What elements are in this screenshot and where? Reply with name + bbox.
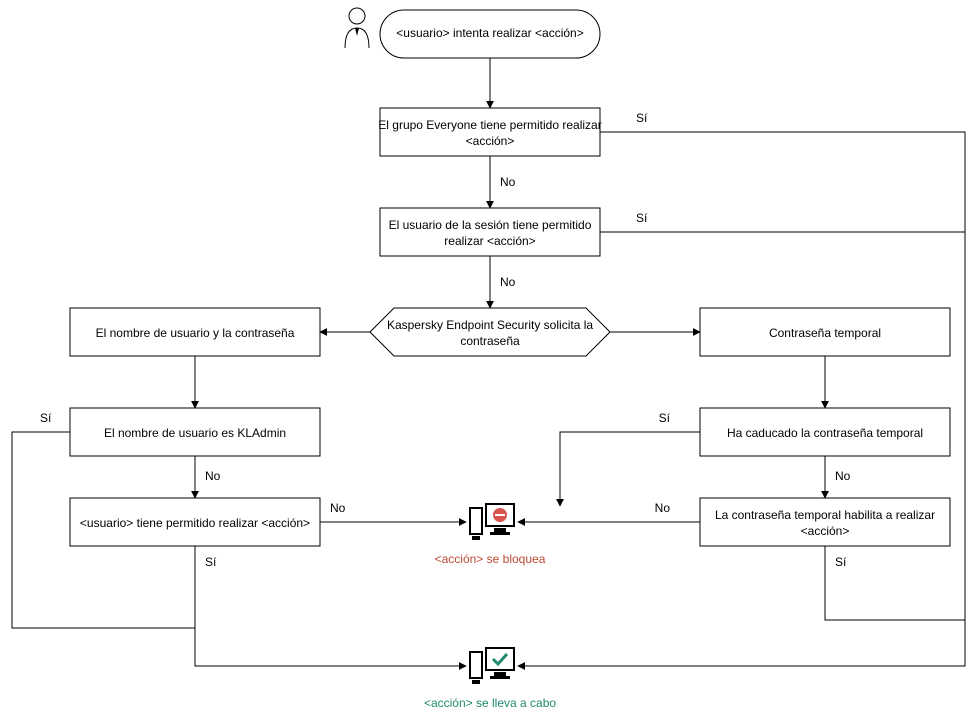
svg-text:<usuario> intenta realizar <ac: <usuario> intenta realizar <acción> <box>396 26 583 40</box>
node-everyone: El grupo Everyone tiene permitido realiz… <box>378 108 601 156</box>
svg-text:<usuario> tiene permitido real: <usuario> tiene permitido realizar <acci… <box>80 516 310 530</box>
node-hex: Kaspersky Endpoint Security solicita la … <box>370 308 610 356</box>
node-cred-left: El nombre de usuario y la contraseña <box>70 308 320 356</box>
node-session: El usuario de la sesión tiene permitido … <box>380 208 600 256</box>
label-tempallow-no: No <box>655 501 671 515</box>
svg-text:El grupo Everyone tiene permit: El grupo Everyone tiene permitido realiz… <box>378 118 601 132</box>
flowchart-svg: <usuario> intenta realizar <acción> El g… <box>0 0 974 726</box>
label-session-si: Sí <box>636 211 648 225</box>
label-expired-si: Sí <box>659 411 671 425</box>
node-kladmin: El nombre de usuario es KLAdmin <box>70 408 320 456</box>
svg-text:Kaspersky Endpoint Security so: Kaspersky Endpoint Security solicita la <box>387 318 593 332</box>
svg-text:<acción>: <acción> <box>466 134 515 148</box>
ok-caption: <acción> se lleva a cabo <box>424 696 556 710</box>
svg-text:La contraseña temporal habilit: La contraseña temporal habilita a realiz… <box>715 508 935 522</box>
svg-text:Contraseña temporal: Contraseña temporal <box>769 326 881 340</box>
ok-icon <box>470 648 514 684</box>
label-user-no: No <box>330 501 346 515</box>
svg-text:El usuario de la sesión tiene: El usuario de la sesión tiene permitido <box>389 218 592 232</box>
svg-text:contraseña: contraseña <box>460 334 520 348</box>
label-expired-no: No <box>835 469 851 483</box>
label-everyone-no: No <box>500 175 516 189</box>
label-tempallow-si: Sí <box>835 555 847 569</box>
edge-expired-si-block <box>560 432 700 506</box>
label-kladmin-no: No <box>205 469 221 483</box>
node-temp-right: Contraseña temporal <box>700 308 950 356</box>
node-user-allowed: <usuario> tiene permitido realizar <acci… <box>70 498 320 546</box>
svg-text:realizar <acción>: realizar <acción> <box>444 234 535 248</box>
svg-text:El nombre de usuario y la cont: El nombre de usuario y la contraseña <box>96 326 295 340</box>
edge-user-si-ok <box>195 546 466 666</box>
node-start: <usuario> intenta realizar <acción> <box>380 10 600 58</box>
label-session-no: No <box>500 275 516 289</box>
svg-text:El nombre de usuario es KLAdmi: El nombre de usuario es KLAdmin <box>104 426 286 440</box>
svg-text:Ha caducado la contraseña temp: Ha caducado la contraseña temporal <box>727 426 923 440</box>
terminal-blocked: <acción> se bloquea <box>435 504 546 566</box>
svg-text:<acción>: <acción> <box>801 524 850 538</box>
node-expired: Ha caducado la contraseña temporal <box>700 408 950 456</box>
terminal-ok: <acción> se lleva a cabo <box>424 648 556 710</box>
user-icon <box>345 8 369 48</box>
label-everyone-si: Sí <box>636 111 648 125</box>
blocked-icon <box>470 504 514 540</box>
label-kladmin-si: Sí <box>40 411 52 425</box>
node-temp-allows: La contraseña temporal habilita a realiz… <box>700 498 950 546</box>
blocked-caption: <acción> se bloquea <box>435 552 546 566</box>
label-user-si: Sí <box>205 555 217 569</box>
